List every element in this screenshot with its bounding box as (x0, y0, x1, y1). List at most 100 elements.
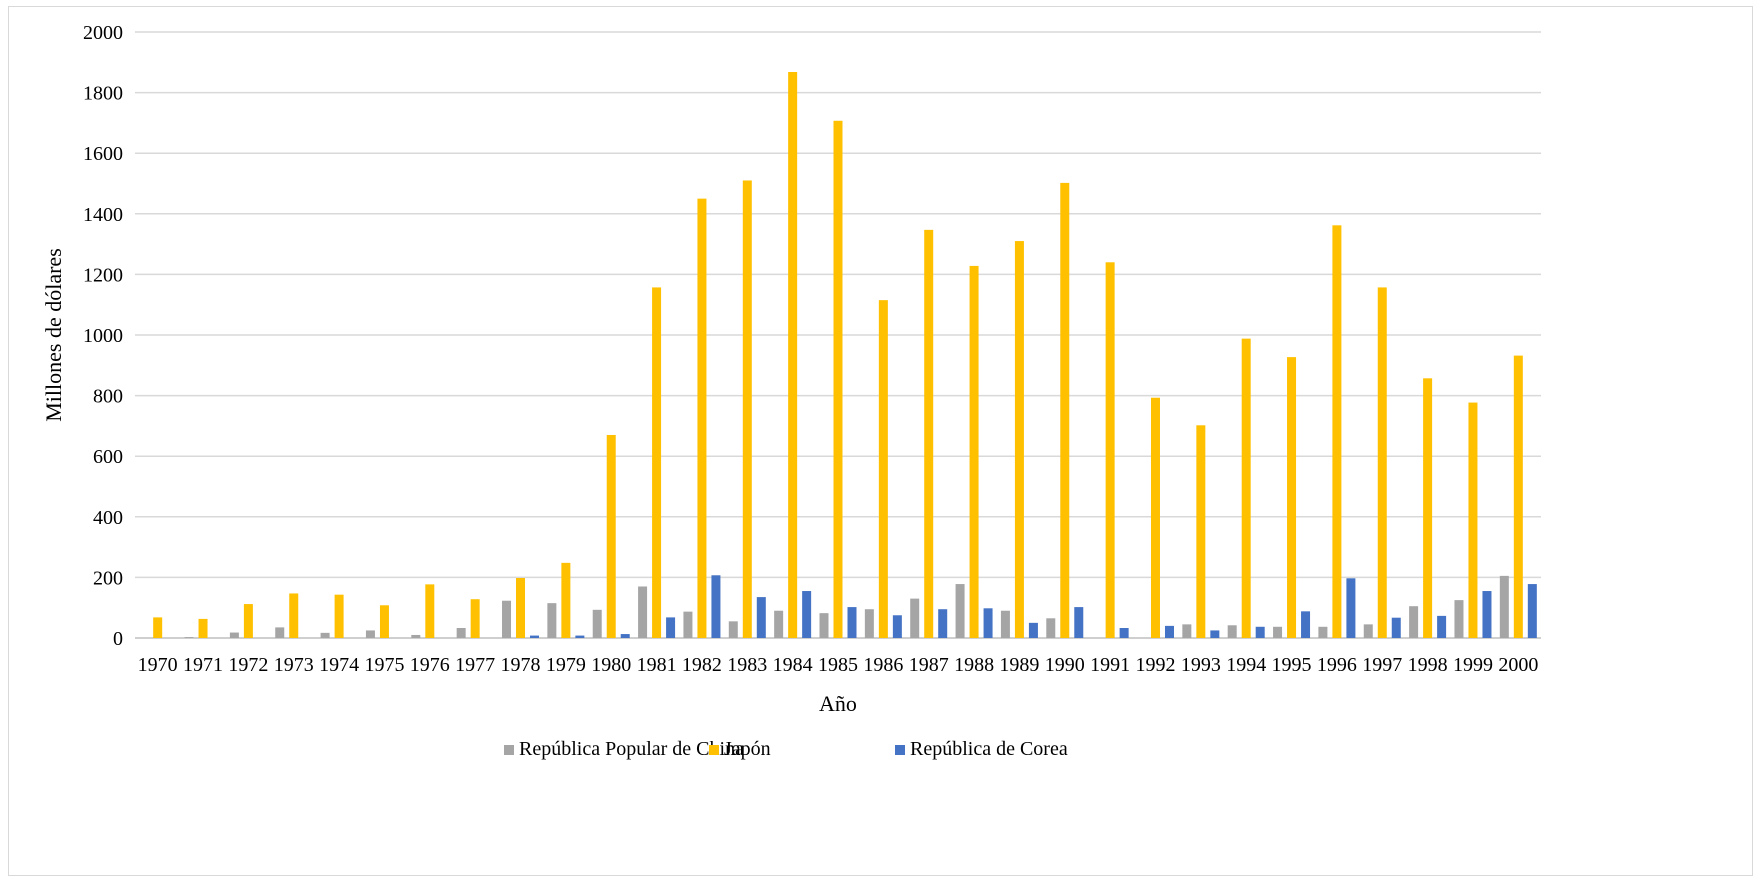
bar-china (1454, 600, 1464, 638)
legend-swatch (504, 745, 514, 755)
bar-korea (1164, 625, 1174, 638)
bar-china (1182, 624, 1192, 638)
legend-swatch (895, 745, 905, 755)
bar-japan (516, 578, 526, 638)
bar-china (411, 634, 421, 638)
x-tick-label: 1988 (954, 654, 994, 676)
bar-chart: 0 200 400 600 800 1000 1200 1400 1600 1800 2000 197… (41, 22, 1541, 760)
bar-china (456, 628, 466, 638)
bar-korea (575, 635, 585, 638)
bar-japan (878, 300, 888, 638)
bar-korea (1301, 611, 1311, 638)
bar-china (229, 632, 239, 638)
bar-china (638, 586, 648, 638)
bar-korea (1527, 584, 1537, 638)
bar-china (365, 630, 375, 638)
bar-china (1499, 575, 1509, 638)
bar-korea (711, 575, 721, 638)
x-tick-label: 1997 (1362, 654, 1402, 676)
bar-japan (1287, 357, 1297, 638)
x-tick-label: 1970 (138, 654, 178, 676)
x-tick-label: 1979 (546, 654, 586, 676)
bar-korea (1210, 630, 1220, 638)
bar-korea (1391, 617, 1401, 638)
x-tick-label: 1977 (455, 654, 495, 676)
x-tick-label: 1975 (364, 654, 404, 676)
x-tick-label: 1984 (773, 654, 813, 676)
bar-korea (1482, 591, 1492, 638)
legend-label: Japón (724, 738, 771, 760)
bar-china (1318, 626, 1328, 638)
y-tick-label: 1400 (83, 204, 123, 226)
bar-china (728, 621, 738, 638)
x-tick-label: 1993 (1181, 654, 1221, 676)
x-tick-label: 2000 (1498, 654, 1538, 676)
bar-korea (1437, 615, 1447, 638)
bar-japan (1105, 262, 1115, 638)
bar-korea (1255, 626, 1265, 638)
bar-china (502, 600, 512, 638)
bar-korea (1346, 578, 1356, 638)
bar-japan (1150, 397, 1160, 638)
x-tick-label: 1980 (591, 654, 631, 676)
x-tick-label: 1972 (228, 654, 268, 676)
y-tick-label: 2000 (83, 22, 123, 44)
bar-japan (697, 198, 707, 638)
y-tick-label: 800 (93, 386, 123, 408)
bar-japan (425, 584, 435, 638)
y-tick-label: 1200 (83, 264, 123, 286)
x-tick-label: 1983 (727, 654, 767, 676)
x-tick-label: 1992 (1135, 654, 1175, 676)
bar-china (1273, 626, 1283, 638)
legend-swatch (709, 745, 719, 755)
bar-china (955, 584, 965, 638)
y-tick-label: 1800 (83, 83, 123, 105)
bar-japan (969, 265, 979, 638)
bar-china (683, 611, 693, 638)
y-tick-label: 1000 (83, 325, 123, 347)
bar-japan (924, 229, 934, 638)
x-tick-label: 1971 (183, 654, 223, 676)
bar-japan (1468, 402, 1478, 638)
bar-korea (892, 615, 902, 638)
bar-japan (289, 593, 299, 638)
x-tick-label: 1981 (637, 654, 677, 676)
bar-korea (530, 635, 540, 638)
bar-china (1000, 610, 1010, 638)
bar-japan (1241, 338, 1251, 638)
bar-japan (606, 434, 616, 638)
bar-korea (938, 609, 948, 638)
legend-label: República de Corea (910, 738, 1068, 760)
bar-korea (983, 608, 993, 638)
bar-china (1046, 618, 1056, 638)
bar-korea (847, 607, 857, 638)
x-tick-label: 1994 (1226, 654, 1266, 676)
x-tick-label: 1987 (909, 654, 949, 676)
bar-china (1409, 606, 1419, 638)
bar-china (275, 627, 285, 638)
bar-korea (802, 591, 812, 638)
bar-japan (198, 618, 208, 638)
x-tick-label: 1996 (1317, 654, 1357, 676)
bar-korea (666, 617, 676, 638)
x-tick-label: 1973 (274, 654, 314, 676)
bar-japan (334, 594, 344, 638)
bar-japan (1332, 225, 1342, 638)
x-tick-label: 1998 (1408, 654, 1448, 676)
bar-japan (470, 599, 480, 638)
bar-china (184, 637, 194, 638)
bar-china (864, 609, 874, 638)
bar-japan (652, 287, 662, 638)
x-tick-label: 1982 (682, 654, 722, 676)
bar-japan (561, 562, 571, 638)
y-tick-label: 400 (93, 507, 123, 529)
bar-china (320, 632, 330, 638)
bar-korea (1119, 628, 1129, 638)
y-tick-label: 600 (93, 446, 123, 468)
x-tick-label: 1986 (863, 654, 903, 676)
y-tick-label: 0 (113, 628, 123, 650)
x-tick-label: 1990 (1045, 654, 1085, 676)
bar-japan (1423, 378, 1433, 638)
bar-china (819, 613, 829, 638)
bar-japan (1513, 355, 1523, 638)
